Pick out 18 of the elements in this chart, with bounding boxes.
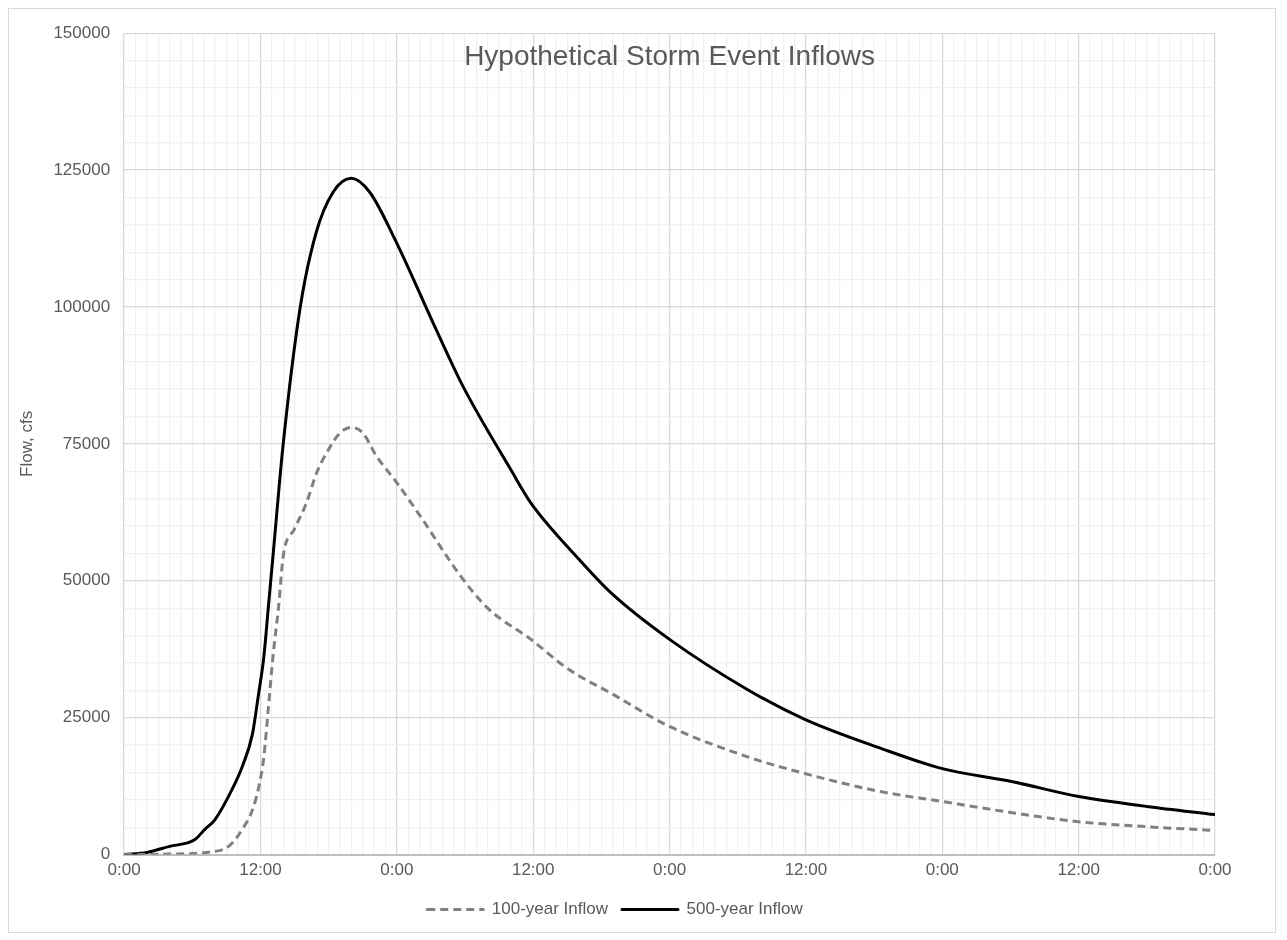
y-tick-label: 75000 [62,433,111,453]
x-tick-label: 12:00 [239,860,282,880]
legend-label: 500-year Inflow [686,899,804,919]
y-tick-label: 100000 [53,296,111,316]
x-tick-label: 0:00 [1198,860,1232,880]
y-tick-label: 125000 [53,159,111,179]
x-tick-label: 0:00 [653,860,687,880]
x-tick-label: 12:00 [511,860,555,880]
x-tick-label: 12:00 [784,860,828,880]
x-tick-label: 12:00 [1057,860,1100,880]
y-tick-label: 25000 [62,707,111,727]
x-tick-label: 0:00 [925,860,959,880]
chart-title: Hypothetical Storm Event Inflows [464,39,875,71]
y-tick-label: 50000 [62,570,111,590]
legend-label: 100-year Inflow [491,899,609,919]
y-tick-label: 150000 [53,22,111,42]
y-axis-title: Flow, cfs [16,410,36,477]
x-tick-label: 0:00 [380,860,414,880]
